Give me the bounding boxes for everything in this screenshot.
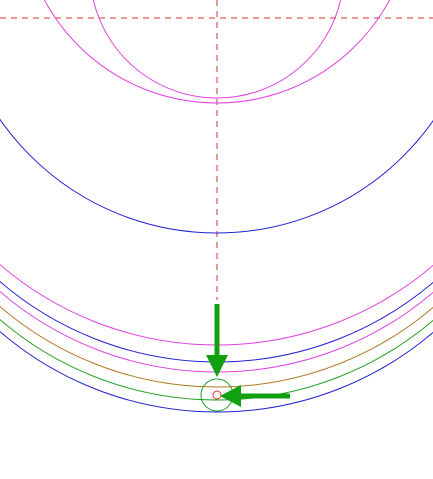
arc: [0, 305, 433, 388]
arrow-head: [206, 355, 228, 377]
arc: [43, 0, 391, 104]
arc: [92, 0, 342, 99]
arc: [0, 330, 433, 413]
arc: [0, 118, 433, 234]
arrows: [206, 304, 290, 407]
arrow-head: [220, 385, 241, 407]
snap-point: [212, 390, 222, 400]
arc: [0, 318, 433, 401]
